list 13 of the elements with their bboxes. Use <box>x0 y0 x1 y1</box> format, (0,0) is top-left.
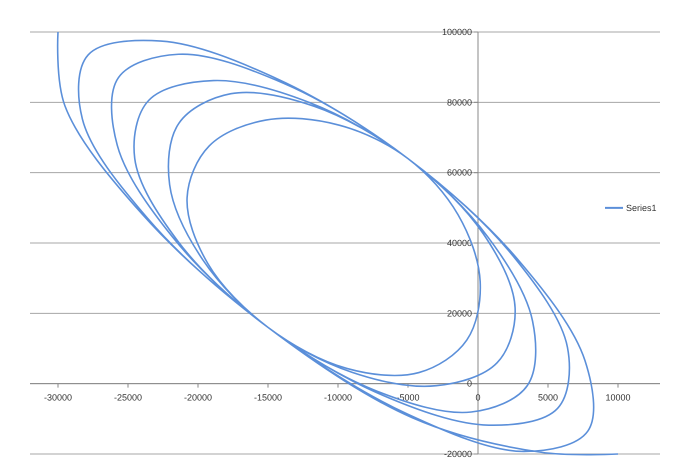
y-tick-label: 100000 <box>442 27 472 37</box>
y-tick-label: 60000 <box>446 168 472 178</box>
legend-label: Series1 <box>626 202 657 213</box>
y-tick-label: 80000 <box>446 97 472 108</box>
x-tick-label: -20000 <box>184 392 212 403</box>
x-tick-label: -25000 <box>114 392 142 403</box>
y-tick-label: 20000 <box>446 308 472 318</box>
x-tick-label: 5000 <box>538 392 558 403</box>
x-tick-label: 10000 <box>605 392 631 403</box>
x-tick-label: -30000 <box>44 392 72 403</box>
x-tick-label: -15000 <box>254 392 282 403</box>
y-tick-label: -20000 <box>444 449 472 459</box>
x-tick-label: -10000 <box>324 392 352 403</box>
